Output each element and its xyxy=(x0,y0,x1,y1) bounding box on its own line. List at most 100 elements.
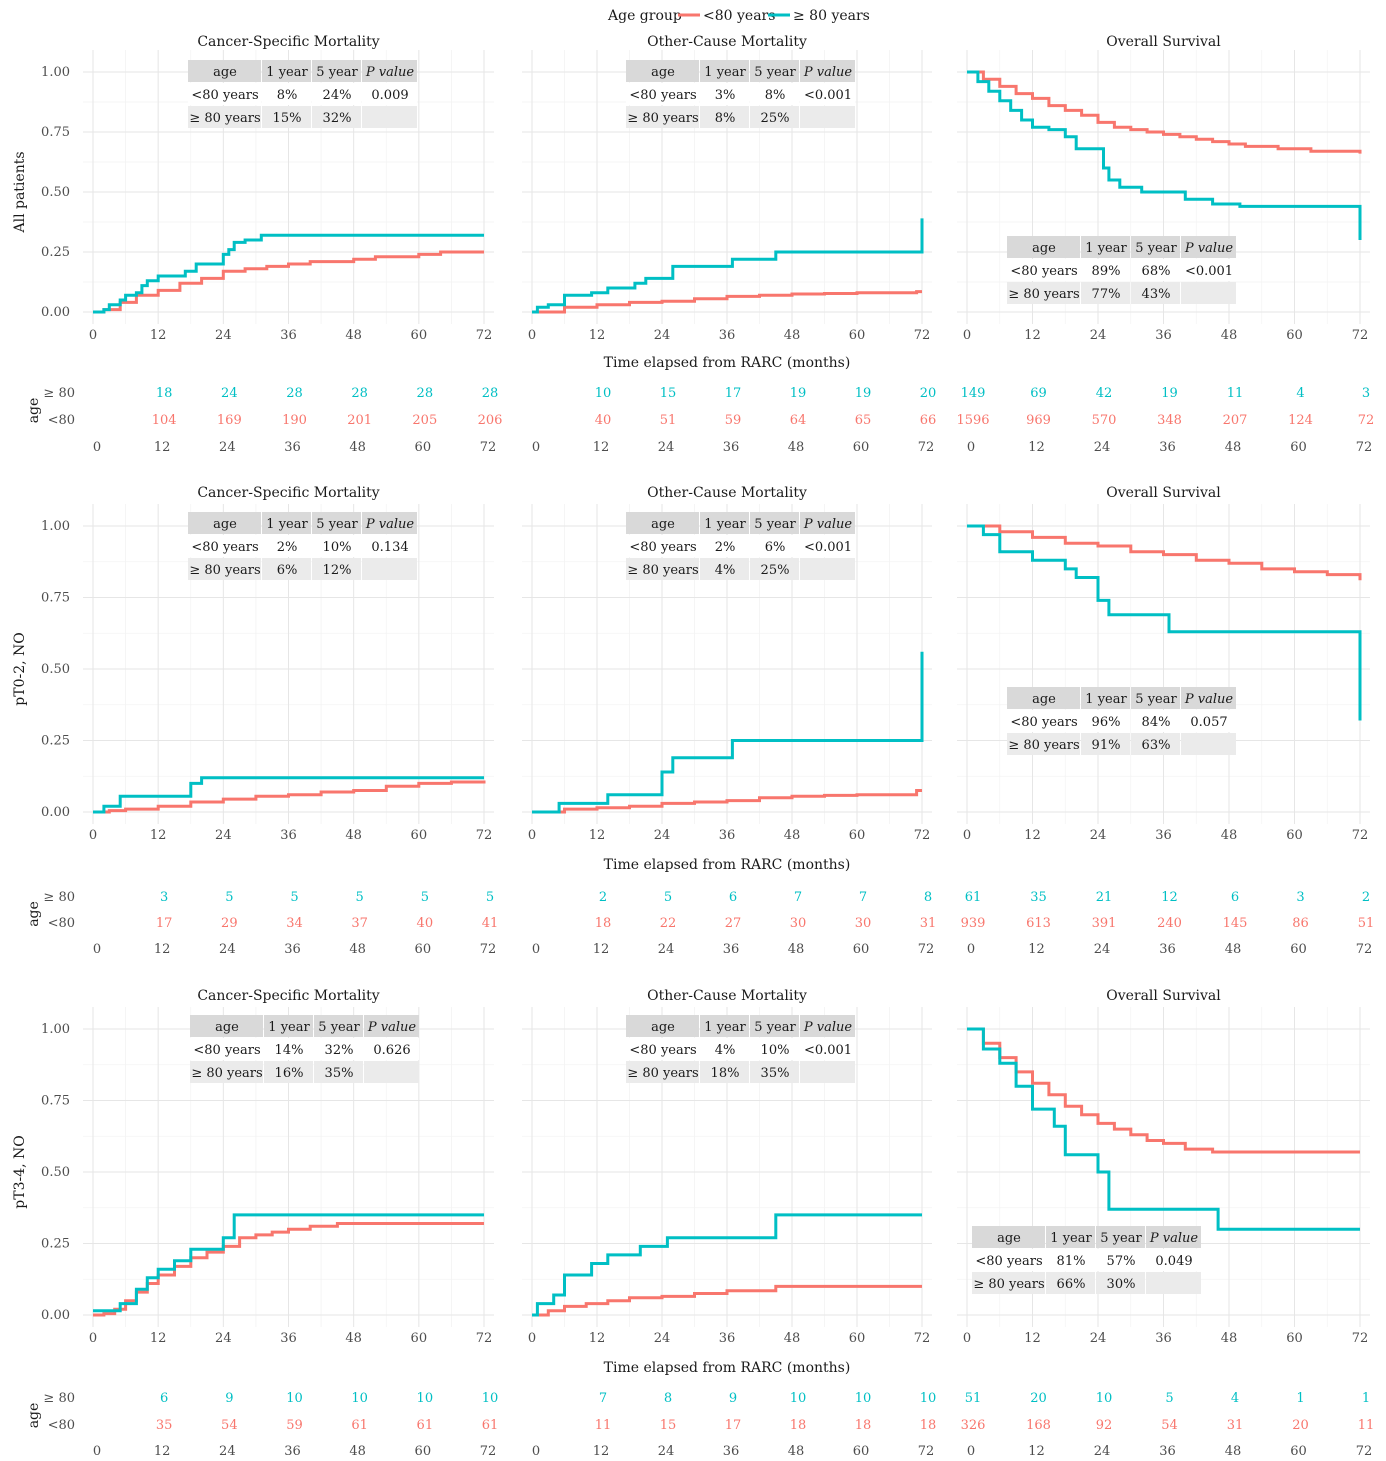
table-cell: 15% xyxy=(273,111,302,126)
risk-x-tick-label: 12 xyxy=(1028,1444,1045,1459)
x-tick-label: 72 xyxy=(476,1331,493,1346)
risk-count-ge80: 35 xyxy=(1030,890,1047,905)
y-tick-label: 0.25 xyxy=(41,245,70,260)
panel-1-2: 0 12 24 36 48 60 72Other-Cause Mortalityage 1 y… xyxy=(522,34,936,455)
table-cell: 1 year xyxy=(1085,692,1127,707)
risk-x-tick-label: 0 xyxy=(532,440,540,455)
table-cell: 30% xyxy=(1107,1277,1136,1292)
risk-x-tick-label: 0 xyxy=(532,942,540,957)
risk-count-ge80: 6 xyxy=(1231,890,1239,905)
x-tick-label: 0 xyxy=(89,828,97,843)
risk-x-tick-label: 48 xyxy=(788,1444,805,1459)
panel-3-1: 0.000.250.500.751.000 12 24 36 48 60 72Cancer-… xyxy=(41,988,498,1459)
risk-x-tick-label: 24 xyxy=(658,1444,675,1459)
risk-x-tick-label: 60 xyxy=(853,942,870,957)
risk-x-tick-label: 0 xyxy=(967,1444,975,1459)
risk-label-ge80: ≥ 80 xyxy=(43,890,75,905)
risk-count-lt80: 31 xyxy=(1227,1418,1244,1433)
summary-table: age 1 year 5 year P value <80 years 3% 8% <0.00… xyxy=(626,60,855,128)
table-cell: 43% xyxy=(1142,287,1171,302)
x-tick-label: 60 xyxy=(849,828,866,843)
risk-count-lt80: 11 xyxy=(595,1418,612,1433)
table-cell: <0.001 xyxy=(804,1043,852,1058)
risk-x-tick-label: 36 xyxy=(723,942,740,957)
table-cell: 0.009 xyxy=(371,88,408,103)
x-axis-label: Time elapsed from RARC (months) xyxy=(604,1360,851,1376)
table-cell: ≥ 80 years xyxy=(627,563,698,578)
panel-title: Cancer-Specific Mortality xyxy=(197,485,379,501)
risk-count-ge80: 19 xyxy=(790,386,807,401)
risk-count-lt80: 31 xyxy=(920,916,937,931)
table-cell: 5 year xyxy=(754,517,796,532)
x-tick-label: 72 xyxy=(476,328,493,343)
table-cell: 4% xyxy=(715,563,736,578)
table-cell: P value xyxy=(365,65,415,80)
risk-x-tick-label: 0 xyxy=(532,1444,540,1459)
risk-count-ge80: 10 xyxy=(482,1391,499,1406)
risk-count-lt80: 207 xyxy=(1223,413,1248,428)
risk-count-ge80: 5 xyxy=(421,890,429,905)
risk-count-lt80: 391 xyxy=(1092,916,1117,931)
y-tick-label: 0.25 xyxy=(41,734,70,749)
table-cell: <80 years xyxy=(975,1254,1042,1269)
risk-count-ge80: 8 xyxy=(664,1391,672,1406)
risk-count-lt80: 11 xyxy=(1358,1418,1375,1433)
risk-count-ge80: 17 xyxy=(725,386,742,401)
x-tick-label: 12 xyxy=(589,1331,606,1346)
risk-count-lt80: 124 xyxy=(1288,413,1313,428)
x-tick-label: 48 xyxy=(784,828,801,843)
risk-count-ge80: 20 xyxy=(1030,1391,1047,1406)
risk-count-ge80: 4 xyxy=(1296,386,1304,401)
panel-1-1: 0.000.250.500.751.000 12 24 36 48 60 72Cancer-… xyxy=(41,34,502,455)
legend-label-ge80: ≥ 80 years xyxy=(793,8,870,24)
risk-count-lt80: 65 xyxy=(855,413,872,428)
risk-table-y-label: age xyxy=(26,1403,42,1429)
risk-count-ge80: 24 xyxy=(221,386,238,401)
risk-count-ge80: 6 xyxy=(729,890,737,905)
risk-count-lt80: 205 xyxy=(412,413,437,428)
risk-x-tick-label: 72 xyxy=(480,942,497,957)
risk-count-lt80: 54 xyxy=(1161,1418,1178,1433)
risk-x-tick-label: 36 xyxy=(723,440,740,455)
risk-x-tick-label: 12 xyxy=(154,440,171,455)
risk-count-lt80: 348 xyxy=(1157,413,1182,428)
risk-count-lt80: 570 xyxy=(1092,413,1117,428)
x-tick-label: 36 xyxy=(719,1331,736,1346)
risk-count-ge80: 28 xyxy=(482,386,499,401)
risk-x-tick-label: 12 xyxy=(1028,942,1045,957)
risk-x-tick-label: 24 xyxy=(658,942,675,957)
x-tick-label: 12 xyxy=(589,328,606,343)
risk-count-ge80: 5 xyxy=(225,890,233,905)
x-tick-label: 60 xyxy=(1286,828,1303,843)
table-cell: 2% xyxy=(277,540,298,555)
risk-count-ge80: 8 xyxy=(924,890,932,905)
summary-table: age 1 year 5 year P value<80 years 89% 68% <0.… xyxy=(1007,236,1236,304)
risk-x-tick-label: 72 xyxy=(918,942,935,957)
x-tick-label: 12 xyxy=(1024,328,1041,343)
risk-count-lt80: 40 xyxy=(417,916,434,931)
x-axis-label: Time elapsed from RARC (months) xyxy=(604,857,851,873)
risk-count-ge80: 149 xyxy=(961,386,986,401)
risk-x-tick-label: 24 xyxy=(219,942,236,957)
risk-count-ge80: 6 xyxy=(160,1391,168,1406)
panel-title: Overall Survival xyxy=(1106,988,1221,1004)
x-axis-label: Time elapsed from RARC (months) xyxy=(604,355,851,371)
table-cell: age xyxy=(215,1020,239,1035)
risk-count-lt80: 201 xyxy=(347,413,372,428)
table-cell: P value xyxy=(803,65,853,80)
table-cell: age xyxy=(1032,692,1056,707)
risk-count-ge80: 7 xyxy=(599,1391,607,1406)
table-cell-bg xyxy=(364,1061,419,1083)
risk-count-ge80: 5 xyxy=(664,890,672,905)
table-cell: 68% xyxy=(1142,264,1171,279)
risk-label-lt80: <80 xyxy=(48,413,75,428)
risk-x-tick-label: 0 xyxy=(93,1444,101,1459)
table-cell: 12% xyxy=(323,563,352,578)
table-cell-bg xyxy=(362,558,417,580)
panel-2-1: 0.000.250.500.751.000 12 24 36 48 60 72Cancer-… xyxy=(41,485,498,957)
y-tick-label: 0.50 xyxy=(41,662,70,677)
table-cell: age xyxy=(997,1231,1021,1246)
x-tick-label: 0 xyxy=(89,1331,97,1346)
x-tick-label: 12 xyxy=(1024,828,1041,843)
x-tick-label: 72 xyxy=(476,828,493,843)
